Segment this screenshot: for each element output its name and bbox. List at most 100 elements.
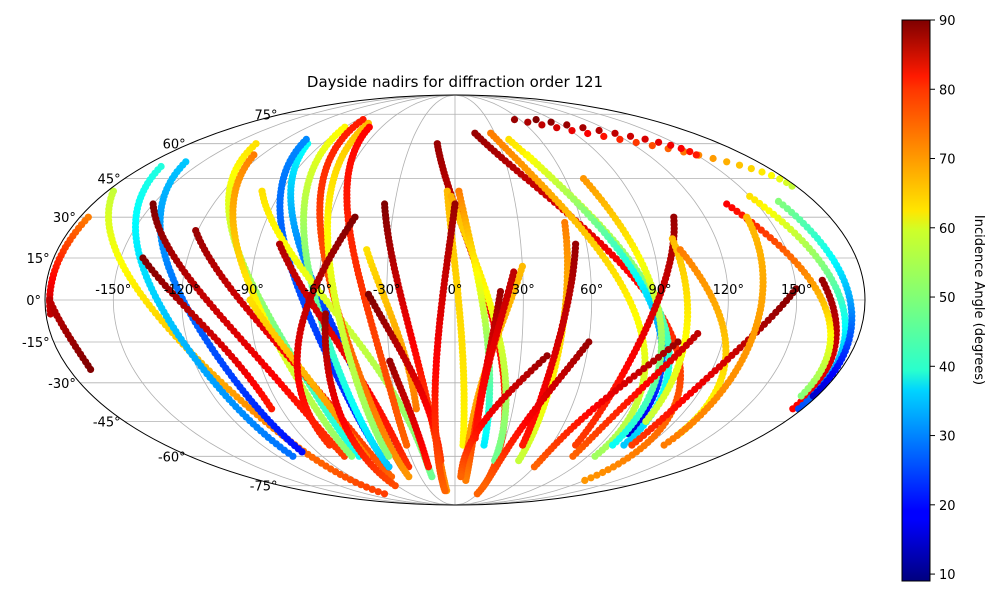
longitude-label: -60° bbox=[304, 283, 332, 298]
nadir-point bbox=[385, 463, 393, 471]
latitude-label: -75° bbox=[250, 480, 278, 495]
latitude-label: 15° bbox=[27, 252, 50, 267]
latitude-label: -60° bbox=[158, 450, 186, 465]
nadir-point bbox=[289, 452, 297, 460]
latitude-label: 75° bbox=[254, 108, 277, 123]
nadir-point bbox=[591, 452, 599, 460]
nadir-point bbox=[595, 126, 603, 135]
nadir-point bbox=[87, 365, 95, 373]
nadir-point bbox=[648, 142, 656, 150]
colorbar-tick-label: 70 bbox=[939, 153, 956, 168]
nadir-point bbox=[362, 483, 371, 491]
colorbar-tick-label: 50 bbox=[939, 291, 956, 306]
nadir-point bbox=[348, 452, 356, 460]
nadir-point bbox=[519, 441, 527, 449]
nadir-point bbox=[428, 473, 436, 481]
nadir-point bbox=[723, 158, 731, 166]
nadir-point bbox=[677, 144, 685, 153]
longitude-label: 120° bbox=[713, 283, 744, 298]
longitude-label: 150° bbox=[781, 283, 812, 298]
nadir-point bbox=[480, 441, 488, 449]
longitude-label: -30° bbox=[373, 283, 401, 298]
nadir-point bbox=[569, 452, 577, 460]
longitude-label: 90° bbox=[648, 283, 671, 298]
colorbar-tick-label: 60 bbox=[939, 222, 956, 237]
nadir-point bbox=[747, 165, 755, 173]
longitude-label: -120° bbox=[164, 283, 200, 298]
chart-title: Dayside nadirs for diffraction order 121 bbox=[307, 73, 603, 91]
nadir-point bbox=[797, 392, 805, 400]
nadir-point bbox=[441, 487, 449, 495]
nadir-point bbox=[579, 124, 587, 132]
nadir-point bbox=[584, 129, 592, 138]
longitude-label: 0° bbox=[448, 283, 463, 298]
nadir-point bbox=[403, 441, 411, 449]
colorbar-tick-label: 10 bbox=[939, 568, 956, 583]
colorbar: 10 20 30 40 50 60 70 80 90 Incidence Angle (degr… bbox=[901, 14, 986, 583]
nadir-point bbox=[553, 124, 561, 132]
nadir-point bbox=[600, 132, 608, 140]
nadir-point bbox=[473, 490, 481, 498]
nadir-points bbox=[46, 116, 856, 498]
nadir-point bbox=[538, 121, 546, 129]
nadir-point bbox=[616, 135, 624, 143]
latitude-label: 30° bbox=[53, 211, 76, 226]
nadir-point bbox=[609, 441, 617, 449]
nadir-point bbox=[767, 171, 776, 180]
latitude-label: 60° bbox=[163, 138, 186, 153]
nadir-point bbox=[515, 457, 523, 465]
latitude-label: -45° bbox=[93, 415, 121, 430]
colorbar-ticks: 10 20 30 40 50 60 70 80 90 bbox=[930, 14, 956, 583]
nadir-point bbox=[626, 132, 635, 140]
nadir-point bbox=[524, 118, 532, 126]
nadir-point bbox=[563, 121, 571, 129]
nadir-point bbox=[692, 151, 700, 159]
colorbar-tick-label: 40 bbox=[939, 360, 956, 375]
nadir-point bbox=[641, 135, 649, 143]
nadir-point bbox=[632, 138, 640, 147]
nadir-point bbox=[642, 417, 650, 425]
latitude-label: -30° bbox=[48, 377, 76, 392]
latitude-label: 45° bbox=[98, 173, 121, 188]
nadir-point bbox=[325, 441, 334, 449]
nadir-point bbox=[758, 168, 766, 176]
longitude-label: 60° bbox=[580, 283, 603, 298]
nadir-point bbox=[530, 463, 539, 471]
nadir-point bbox=[391, 482, 399, 490]
nadir-point bbox=[568, 127, 576, 135]
nadir-point bbox=[587, 474, 595, 482]
nadir-point bbox=[385, 452, 393, 460]
nadir-point bbox=[686, 148, 694, 156]
graticule bbox=[45, 94, 865, 506]
nadir-point bbox=[735, 161, 744, 169]
longitude-label: -90° bbox=[236, 283, 264, 298]
nadir-point bbox=[405, 473, 413, 481]
nadir-point bbox=[380, 490, 389, 498]
nadir-point bbox=[620, 441, 628, 449]
colorbar-tick-label: 30 bbox=[939, 430, 956, 445]
nadir-point bbox=[374, 488, 382, 496]
latitude-label: -15° bbox=[22, 336, 50, 351]
colorbar-tick-label: 20 bbox=[939, 499, 956, 514]
nadir-point bbox=[660, 441, 668, 449]
longitude-label: 30° bbox=[512, 283, 535, 298]
nadir-point bbox=[268, 405, 276, 413]
latitude-label: 0° bbox=[26, 294, 41, 309]
nadir-point bbox=[655, 138, 663, 146]
nadir-point bbox=[480, 482, 488, 490]
nadir-point bbox=[611, 129, 619, 137]
nadir-point bbox=[547, 118, 555, 126]
nadir-point bbox=[352, 478, 360, 486]
nadir-point bbox=[424, 463, 433, 471]
colorbar-gradient bbox=[901, 19, 931, 582]
nadir-point bbox=[457, 473, 465, 481]
nadir-point bbox=[510, 116, 519, 124]
nadir-point bbox=[412, 405, 420, 413]
colorbar-tick-label: 80 bbox=[939, 83, 956, 98]
nadir-point bbox=[298, 448, 306, 456]
colorbar-tick-label: 90 bbox=[939, 14, 956, 29]
nadir-point bbox=[532, 116, 540, 124]
nadir-point bbox=[809, 392, 817, 400]
longitude-label: -150° bbox=[95, 283, 131, 298]
